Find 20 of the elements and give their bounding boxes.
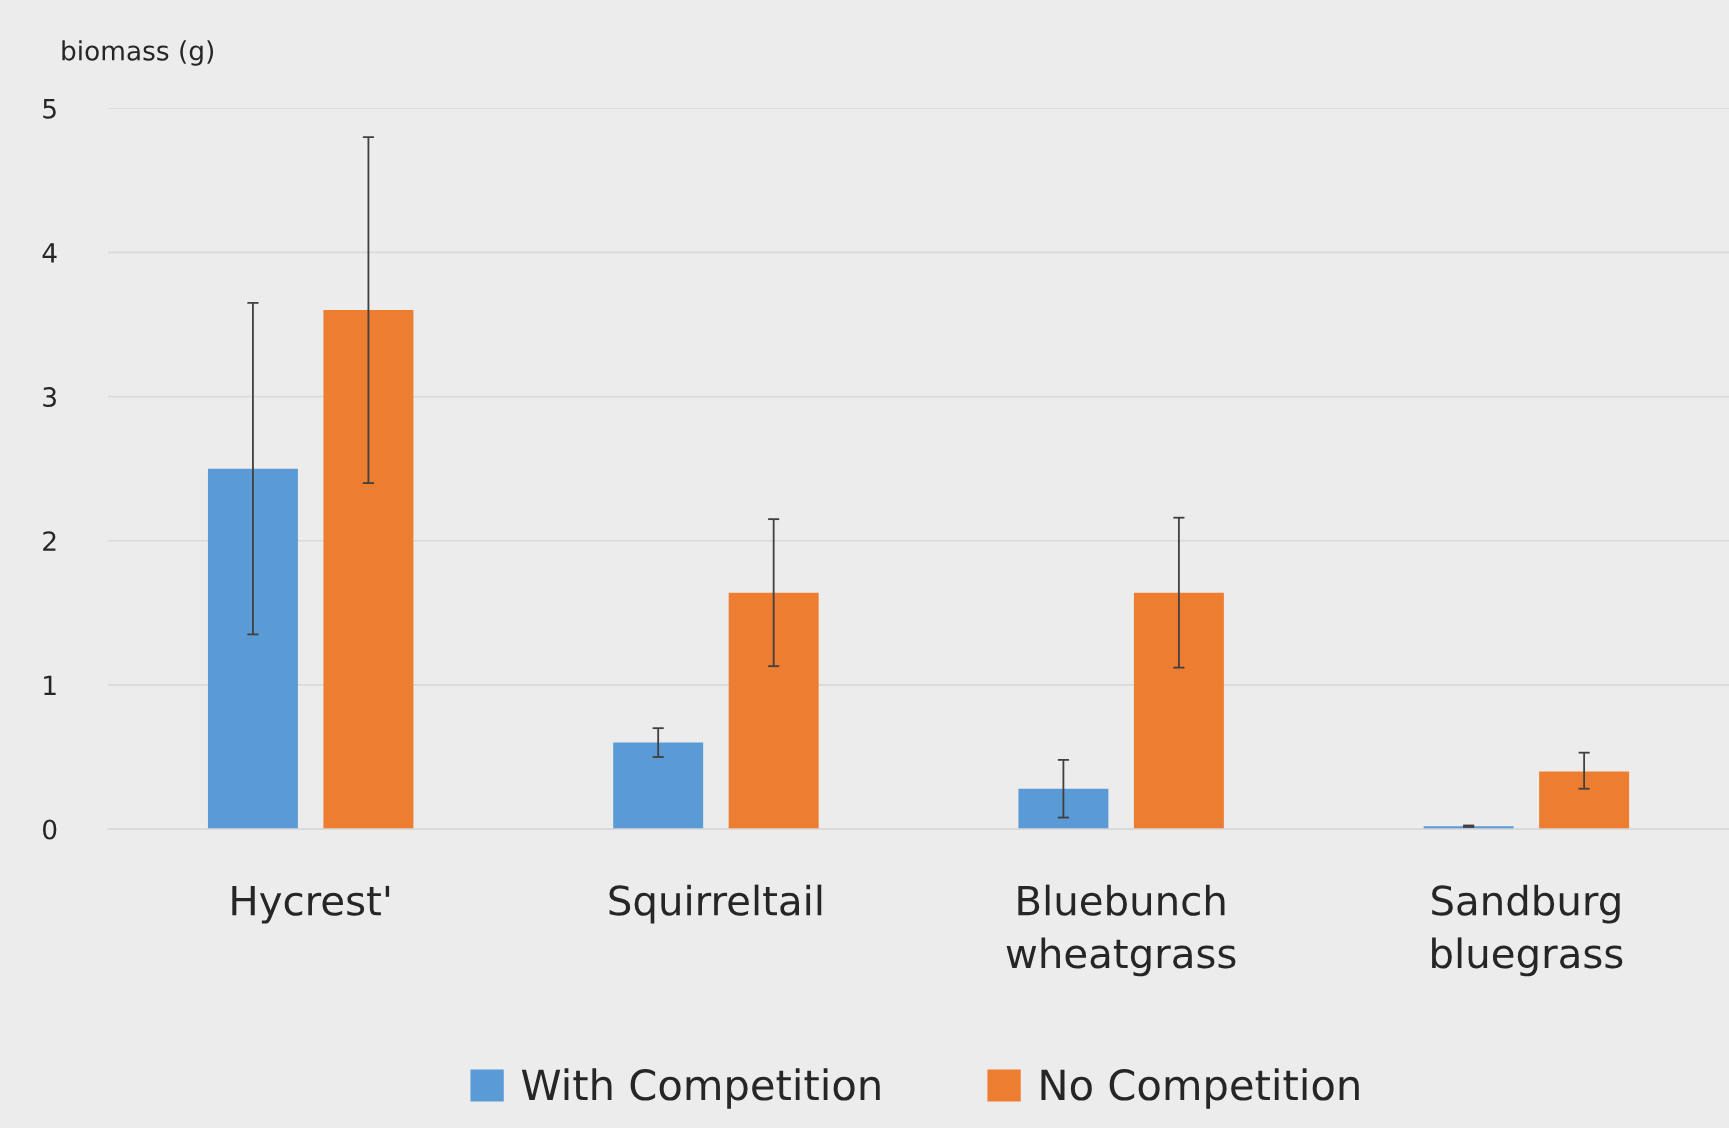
bar: [1018, 788, 1109, 830]
x-tick-label: Squirreltail: [609, 884, 822, 924]
bar: [207, 468, 298, 830]
y-tick-label: 2: [43, 531, 56, 551]
x-tick-label: Hycrest': [232, 885, 390, 924]
bar: [728, 592, 819, 830]
y-tick-label: 5: [43, 99, 56, 119]
y-tick-label: 4: [42, 243, 57, 263]
y-axis-title: biomass (g): [62, 40, 214, 66]
x-tick-label: Bluebunch wheatgrass: [1006, 884, 1236, 977]
bar: [613, 742, 704, 830]
y-tick-label: 0: [43, 819, 57, 840]
legend-label: No Competition: [1041, 1068, 1359, 1109]
y-tick-label: 3: [43, 387, 56, 408]
legend-label: With Competition: [521, 1068, 880, 1109]
x-tick-label: Sandburg bluegrass: [1432, 884, 1623, 977]
bar: [1133, 592, 1224, 830]
y-tick-label: 1: [44, 675, 56, 695]
bar: [1539, 771, 1630, 830]
bar: [323, 310, 414, 830]
